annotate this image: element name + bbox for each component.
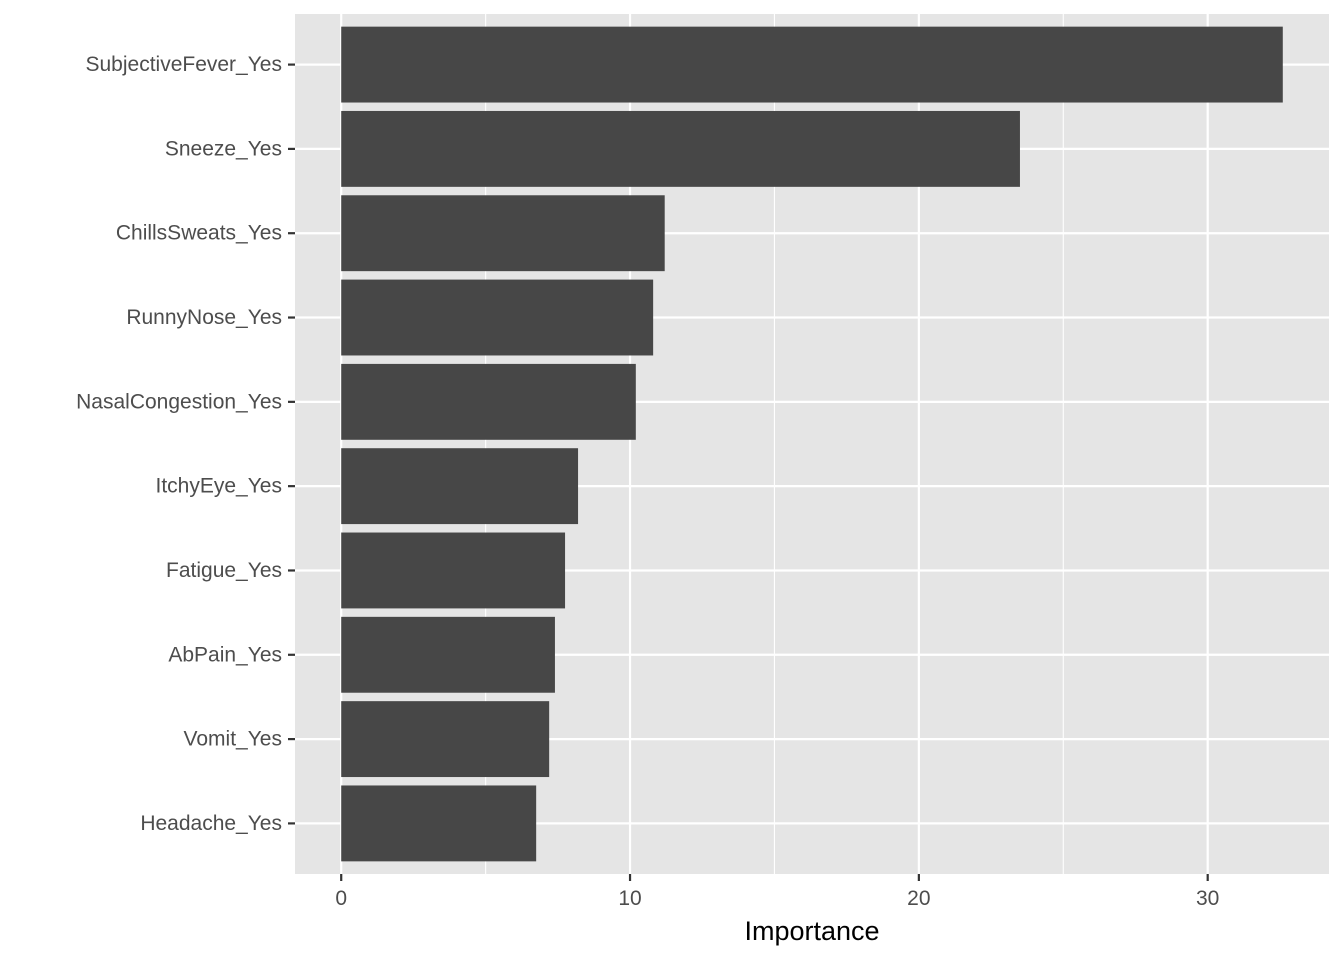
y-axis: SubjectiveFever_Yes Sneeze_Yes ChillsSweat…	[76, 53, 295, 835]
y-tick-label: SubjectiveFever_Yes	[85, 53, 282, 76]
bar	[341, 616, 555, 693]
bar	[341, 26, 1283, 103]
bar	[341, 195, 665, 272]
x-tick-label: 10	[618, 887, 641, 910]
y-tick-label: Sneeze_Yes	[165, 137, 282, 160]
y-tick-label: ChillsSweats_Yes	[116, 222, 282, 245]
y-tick-label: NasalCongestion_Yes	[76, 390, 282, 413]
y-tick-label: AbPain_Yes	[168, 643, 282, 666]
bar	[341, 363, 636, 440]
y-tick-label: Vomit_Yes	[184, 728, 282, 751]
x-tick-label: 20	[907, 887, 930, 910]
y-tick-label: Fatigue_Yes	[166, 559, 282, 582]
bar	[341, 110, 1020, 187]
y-tick-label: Headache_Yes	[140, 812, 282, 835]
bar	[341, 448, 579, 525]
y-tick-label: RunnyNose_Yes	[126, 306, 282, 329]
bar	[341, 701, 550, 778]
x-tick-label: 0	[335, 887, 347, 910]
y-tick-label: ItchyEye_Yes	[156, 475, 282, 498]
x-axis-title: Importance	[744, 916, 879, 946]
bar	[341, 279, 654, 356]
bars-layer	[341, 26, 1283, 862]
bar	[341, 785, 537, 862]
x-tick-label: 30	[1196, 887, 1219, 910]
x-axis: 0 10 20 30	[335, 874, 1219, 910]
bar	[341, 532, 566, 609]
